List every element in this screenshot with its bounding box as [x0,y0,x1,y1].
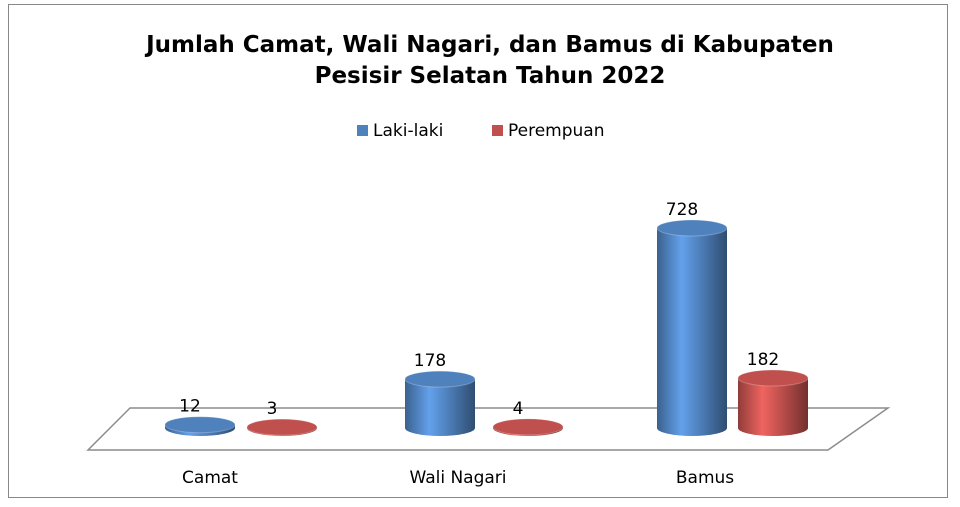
cylinder-top [656,219,728,237]
cylinder-top [164,416,236,434]
cylinder-top [737,369,809,387]
x-tick-label: Camat [182,468,238,488]
value-label: 728 [666,200,698,220]
value-label: 3 [267,399,278,419]
cylinder-body [657,228,727,436]
x-tick-label: Wali Nagari [409,468,506,488]
legend-swatch [492,125,503,136]
cylinder-top [246,418,318,436]
cylinder-top [404,370,476,388]
value-label: 12 [179,397,201,417]
legend-label: Laki-laki [373,121,443,141]
chart-frame [8,4,948,498]
chart-title: Jumlah Camat, Wali Nagari, dan Bamus di … [146,32,834,89]
legend-swatch [357,125,368,136]
cylinder-body [405,379,475,436]
value-label: 4 [513,399,524,419]
value-label: 178 [414,351,446,371]
legend-label: Perempuan [508,121,605,141]
cylinder-body [738,378,808,436]
cylinder-top [492,418,564,436]
value-label: 182 [747,350,779,370]
x-tick-label: Bamus [676,468,734,488]
